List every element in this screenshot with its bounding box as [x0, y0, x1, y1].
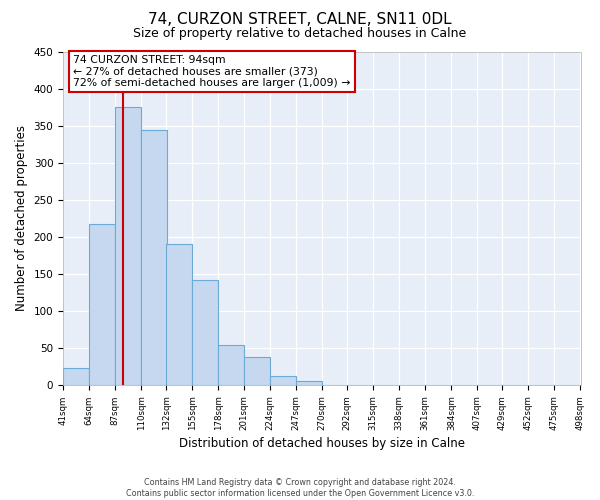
Text: 74, CURZON STREET, CALNE, SN11 0DL: 74, CURZON STREET, CALNE, SN11 0DL [148, 12, 452, 28]
Y-axis label: Number of detached properties: Number of detached properties [15, 126, 28, 312]
Bar [296, 381, 322, 386]
Text: Size of property relative to detached houses in Calne: Size of property relative to detached ho… [133, 28, 467, 40]
Bar [63, 368, 89, 386]
Bar [554, 384, 581, 386]
Bar [141, 130, 167, 386]
Bar [166, 244, 192, 386]
Bar [218, 344, 244, 386]
Bar [89, 224, 115, 386]
Bar [244, 356, 270, 386]
Text: Contains HM Land Registry data © Crown copyright and database right 2024.
Contai: Contains HM Land Registry data © Crown c… [126, 478, 474, 498]
Bar [373, 384, 400, 386]
Bar [115, 107, 141, 386]
Bar [192, 280, 218, 386]
Bar [270, 376, 296, 386]
X-axis label: Distribution of detached houses by size in Calne: Distribution of detached houses by size … [179, 437, 465, 450]
Text: 74 CURZON STREET: 94sqm
← 27% of detached houses are smaller (373)
72% of semi-d: 74 CURZON STREET: 94sqm ← 27% of detache… [73, 55, 351, 88]
